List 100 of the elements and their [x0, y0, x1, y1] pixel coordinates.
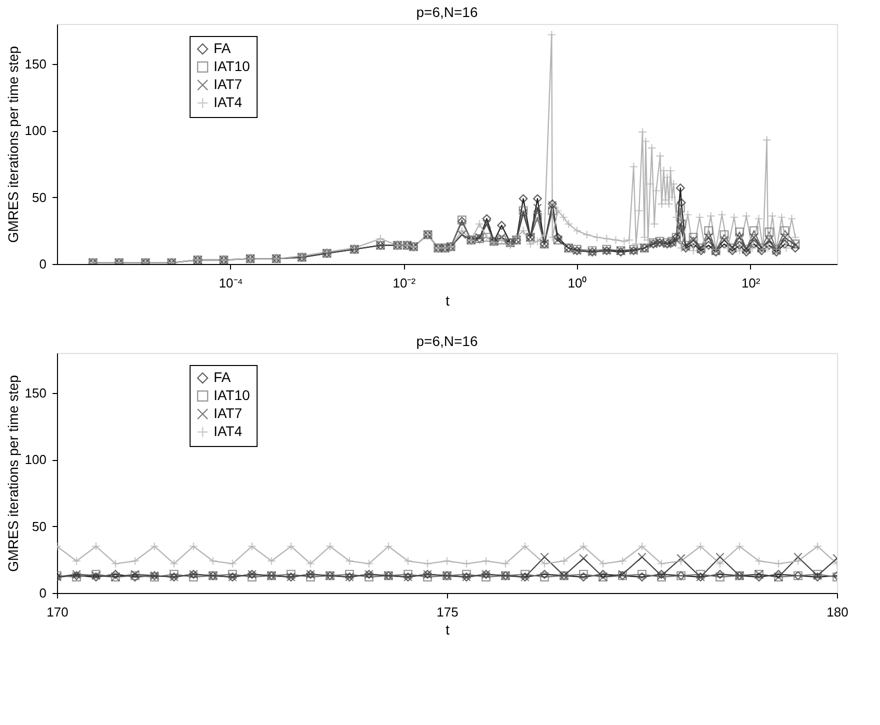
point: [384, 542, 393, 551]
point: [482, 572, 490, 582]
point: [364, 572, 374, 582]
point: [111, 570, 120, 579]
point: [130, 556, 140, 566]
point: [462, 570, 471, 579]
point: [520, 542, 530, 551]
point: [286, 570, 296, 579]
point: [345, 570, 354, 579]
point: [404, 570, 412, 579]
y-tick-label: 0: [39, 586, 46, 600]
point: [716, 572, 724, 582]
point: [579, 570, 588, 579]
point: [442, 556, 452, 566]
point: [716, 559, 724, 568]
legend-label: IAT4: [214, 94, 242, 110]
point: [598, 570, 608, 579]
point: [540, 570, 549, 579]
legend-label: FA: [214, 40, 232, 56]
point: [754, 572, 764, 582]
point: [676, 556, 686, 566]
point: [618, 556, 627, 566]
point: [794, 552, 802, 562]
point: [540, 559, 549, 568]
point: [345, 556, 354, 566]
point: [794, 556, 802, 566]
point: [423, 559, 432, 568]
point: [189, 542, 198, 551]
point: [306, 559, 315, 568]
point: [364, 559, 374, 568]
point: [774, 570, 783, 579]
point: [423, 572, 432, 582]
point: [228, 559, 237, 568]
legend-label: IAT10: [214, 58, 250, 74]
legend-label: IAT10: [214, 387, 250, 403]
point: [482, 556, 490, 566]
point: [696, 542, 705, 551]
y-axis-title: GMRES iterations per time step: [4, 374, 21, 572]
y-tick-label: 0: [39, 256, 46, 272]
point: [813, 542, 822, 551]
point: [189, 572, 198, 582]
point: [170, 570, 178, 579]
point: [501, 559, 510, 568]
x-tick-label: 180: [826, 604, 848, 620]
y-tick-label: 150: [24, 386, 46, 400]
point: [306, 572, 315, 582]
point: [638, 542, 646, 551]
x-axis-title: t: [446, 292, 450, 308]
y-tick-label: 100: [24, 452, 46, 468]
point: [754, 556, 764, 566]
y-tick-label: 150: [24, 56, 46, 72]
point: [676, 554, 686, 563]
x-axis-title: t: [446, 622, 450, 638]
x-tick-label: 10⁻⁴: [218, 276, 243, 290]
point: [598, 559, 608, 568]
point: [696, 570, 705, 579]
point: [540, 572, 549, 582]
y-tick-label: 100: [24, 123, 46, 138]
legend-label: IAT4: [214, 423, 242, 439]
legend-label: FA: [214, 369, 232, 385]
point: [170, 559, 178, 568]
legend-label: IAT7: [214, 76, 242, 92]
point: [716, 570, 724, 579]
x-tick-label: 10⁰: [568, 276, 588, 290]
point: [735, 542, 744, 551]
point: [228, 570, 237, 579]
point: [579, 572, 588, 582]
legend-label: IAT7: [214, 405, 242, 421]
chart-title: p=6,N=16: [416, 333, 478, 349]
point: [72, 556, 81, 566]
x-tick-label: 10⁻²: [392, 276, 416, 290]
point: [638, 570, 646, 579]
point: [716, 552, 724, 562]
point: [150, 542, 159, 551]
y-tick-label: 50: [32, 518, 46, 534]
point: [540, 552, 549, 562]
point: [520, 570, 530, 579]
x-tick-label: 175: [436, 604, 458, 620]
y-tick-label: 50: [32, 190, 46, 205]
point: [774, 559, 783, 568]
point: [462, 559, 471, 568]
point: [579, 542, 588, 551]
point: [92, 542, 100, 551]
point: [638, 572, 646, 582]
x-tick-label: 170: [46, 604, 68, 620]
point: [111, 559, 120, 568]
point: [326, 542, 334, 551]
point: [579, 554, 588, 563]
x-tick-label: 10²: [741, 276, 761, 290]
point: [638, 552, 646, 562]
point: [657, 559, 666, 568]
point: [208, 556, 218, 566]
y-axis-title: GMRES iterations per time step: [4, 46, 21, 243]
point: [248, 542, 256, 551]
point: [404, 556, 412, 566]
chart-title: p=6,N=16: [416, 4, 478, 20]
point: [286, 542, 296, 551]
point: [560, 556, 568, 566]
point: [267, 556, 276, 566]
point: [248, 572, 256, 582]
